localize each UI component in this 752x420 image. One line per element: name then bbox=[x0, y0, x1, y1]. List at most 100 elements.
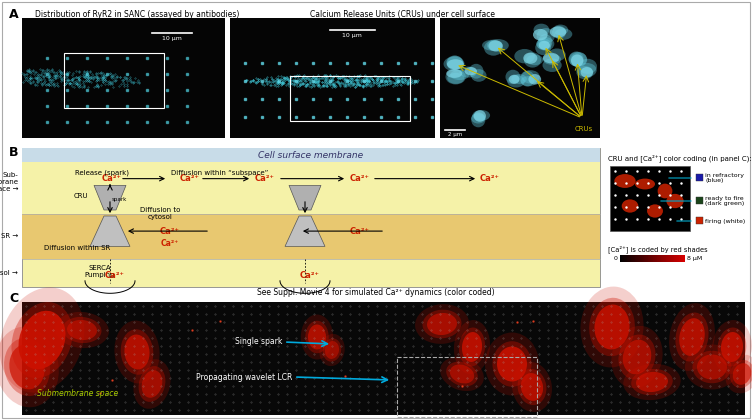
Text: Ca²⁺: Ca²⁺ bbox=[300, 271, 320, 280]
Ellipse shape bbox=[446, 362, 478, 386]
Ellipse shape bbox=[444, 57, 465, 71]
Ellipse shape bbox=[482, 40, 502, 51]
Text: Release (spark): Release (spark) bbox=[75, 170, 129, 176]
Ellipse shape bbox=[320, 334, 344, 366]
Bar bbox=[656, 255, 658, 262]
Bar bbox=[657, 255, 659, 262]
Ellipse shape bbox=[465, 67, 477, 75]
Ellipse shape bbox=[446, 69, 462, 78]
Ellipse shape bbox=[450, 365, 475, 383]
Text: Ca²⁺: Ca²⁺ bbox=[180, 174, 200, 183]
Ellipse shape bbox=[542, 58, 562, 72]
Text: 2 μm: 2 μm bbox=[448, 132, 462, 137]
Ellipse shape bbox=[509, 75, 520, 84]
Text: Cell surface membrane: Cell surface membrane bbox=[259, 150, 363, 160]
Text: Ca²⁺: Ca²⁺ bbox=[350, 174, 370, 183]
Ellipse shape bbox=[529, 74, 541, 84]
Ellipse shape bbox=[114, 320, 159, 383]
Bar bbox=[649, 255, 650, 262]
Bar bbox=[622, 255, 623, 262]
Text: firing (white): firing (white) bbox=[705, 218, 745, 223]
Ellipse shape bbox=[590, 298, 635, 356]
Bar bbox=[625, 255, 626, 262]
Ellipse shape bbox=[658, 184, 672, 198]
Ellipse shape bbox=[447, 59, 464, 69]
Text: B: B bbox=[9, 145, 19, 158]
Text: ready to fire
(dark green): ready to fire (dark green) bbox=[705, 196, 744, 206]
Bar bbox=[655, 255, 656, 262]
Bar bbox=[624, 255, 625, 262]
Bar bbox=[22, 302, 745, 415]
Ellipse shape bbox=[497, 346, 527, 381]
Text: Distribution of RyR2 in SANC (assayed by antibodies): Distribution of RyR2 in SANC (assayed by… bbox=[35, 10, 239, 19]
Bar bbox=[683, 255, 684, 262]
Ellipse shape bbox=[543, 53, 559, 63]
Bar bbox=[651, 255, 652, 262]
Bar bbox=[668, 255, 669, 262]
Ellipse shape bbox=[4, 338, 50, 396]
Ellipse shape bbox=[120, 329, 153, 375]
Ellipse shape bbox=[514, 49, 535, 63]
Ellipse shape bbox=[526, 55, 543, 65]
Text: CRU and [Ca²⁺] color coding (in panel C):: CRU and [Ca²⁺] color coding (in panel C)… bbox=[608, 154, 752, 162]
Polygon shape bbox=[90, 216, 130, 247]
Ellipse shape bbox=[618, 334, 656, 380]
Ellipse shape bbox=[623, 364, 681, 400]
Ellipse shape bbox=[471, 113, 485, 123]
Ellipse shape bbox=[577, 66, 593, 79]
Bar bbox=[635, 255, 636, 262]
Bar bbox=[676, 255, 677, 262]
Ellipse shape bbox=[524, 52, 541, 68]
Bar bbox=[621, 255, 622, 262]
Ellipse shape bbox=[675, 312, 708, 362]
Ellipse shape bbox=[11, 302, 72, 378]
Ellipse shape bbox=[685, 344, 739, 389]
Ellipse shape bbox=[535, 41, 551, 55]
Bar bbox=[290, 76, 410, 121]
Ellipse shape bbox=[679, 318, 705, 356]
Ellipse shape bbox=[507, 75, 525, 87]
Ellipse shape bbox=[577, 63, 596, 77]
Ellipse shape bbox=[493, 341, 532, 387]
Bar bbox=[696, 217, 703, 224]
Text: CRU: CRU bbox=[74, 193, 88, 199]
Ellipse shape bbox=[569, 52, 584, 66]
Bar bbox=[632, 255, 633, 262]
Ellipse shape bbox=[325, 341, 339, 359]
Ellipse shape bbox=[523, 52, 538, 64]
Ellipse shape bbox=[19, 311, 65, 369]
Bar bbox=[640, 255, 641, 262]
Ellipse shape bbox=[578, 59, 597, 74]
Ellipse shape bbox=[427, 313, 457, 335]
Bar bbox=[696, 174, 703, 181]
Bar bbox=[638, 255, 639, 262]
Ellipse shape bbox=[511, 74, 526, 84]
Bar bbox=[626, 255, 627, 262]
Ellipse shape bbox=[533, 29, 547, 40]
Text: [Ca²⁺] is coded by red shades: [Ca²⁺] is coded by red shades bbox=[608, 245, 708, 253]
Polygon shape bbox=[94, 185, 126, 210]
Text: Ca²⁺: Ca²⁺ bbox=[105, 271, 125, 280]
Ellipse shape bbox=[520, 71, 535, 87]
Bar bbox=[650, 255, 651, 262]
Bar bbox=[665, 255, 666, 262]
Bar bbox=[64, 53, 164, 108]
Ellipse shape bbox=[489, 40, 502, 51]
Text: Ca²⁺: Ca²⁺ bbox=[102, 174, 122, 183]
Bar bbox=[629, 255, 631, 262]
Ellipse shape bbox=[423, 310, 462, 339]
Bar bbox=[647, 255, 648, 262]
Bar bbox=[623, 255, 624, 262]
Text: C: C bbox=[9, 291, 18, 304]
Bar bbox=[637, 255, 638, 262]
Bar bbox=[440, 18, 600, 138]
Ellipse shape bbox=[323, 339, 341, 362]
Ellipse shape bbox=[548, 48, 566, 61]
Bar bbox=[22, 18, 225, 138]
Bar bbox=[646, 255, 647, 262]
Bar bbox=[22, 148, 600, 162]
Text: in refractory
(blue): in refractory (blue) bbox=[705, 173, 744, 184]
Bar bbox=[682, 255, 683, 262]
Bar bbox=[644, 255, 645, 262]
Bar bbox=[627, 255, 629, 262]
